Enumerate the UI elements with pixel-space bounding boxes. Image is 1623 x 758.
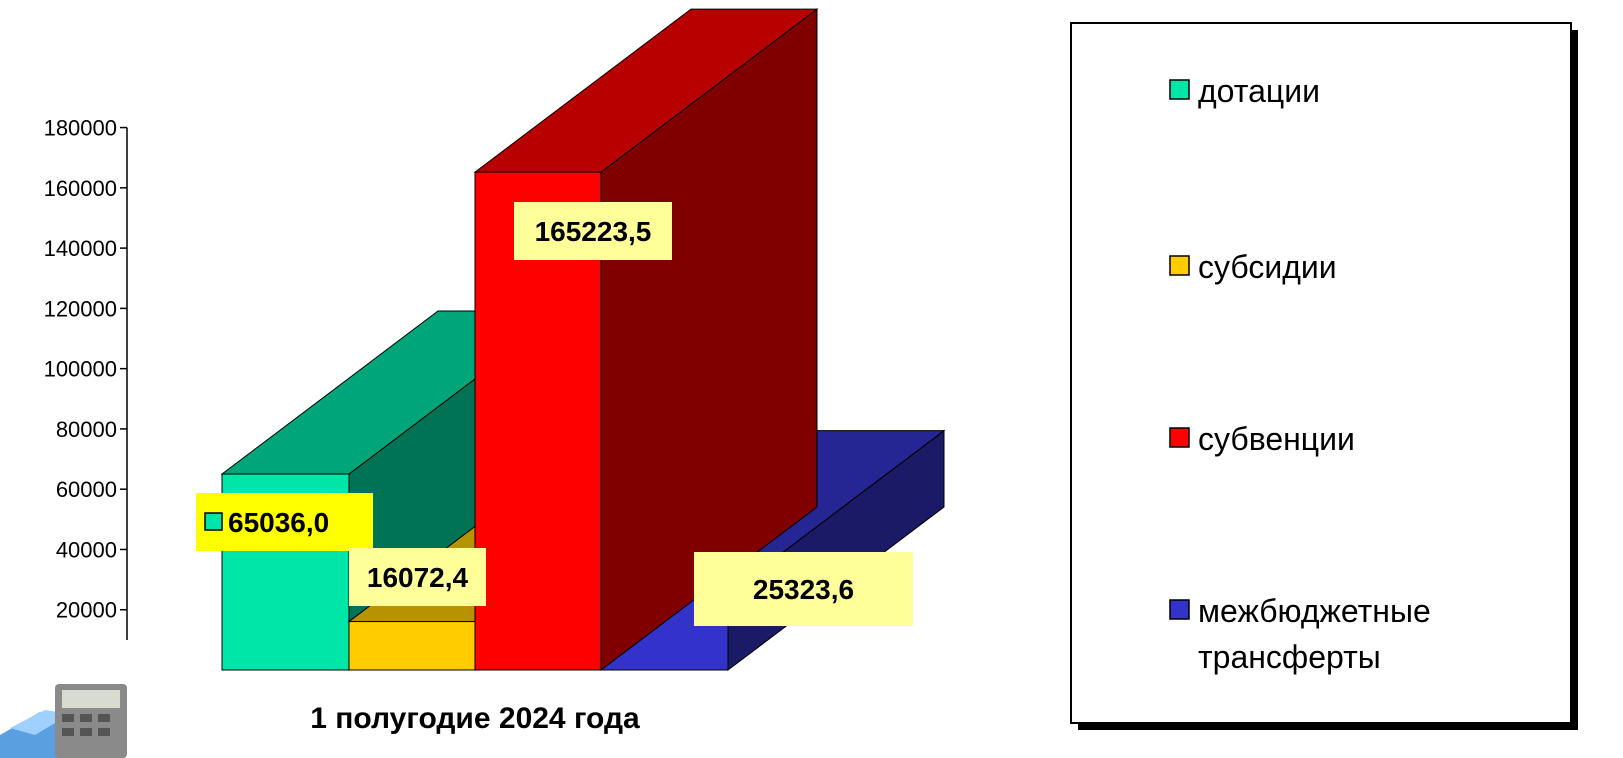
- legend-label-mezhbyudzhetnye-line1: межбюджетные: [1198, 593, 1431, 629]
- data-label-value: 65036,0: [228, 507, 329, 538]
- data-label-box: [196, 493, 373, 551]
- legend-swatch-subventsii: [1169, 427, 1190, 448]
- y-tick-label: 100000: [44, 357, 117, 382]
- legend-swatch-subsidii: [1169, 255, 1190, 276]
- data-label-box: [694, 552, 913, 626]
- legend-label-dotatsii: дотации: [1198, 73, 1320, 109]
- x-category-label: 1 полугодие 2024 года: [310, 702, 640, 735]
- legend-label-subsidii: субсидии: [1198, 249, 1337, 285]
- data-label-value: 16072,4: [367, 562, 469, 593]
- data-label-dotatsii: 65036,0: [196, 493, 373, 551]
- calculator-image: [0, 684, 127, 758]
- data-labels: 65036,0 16072,4 165223,5 25323,6: [196, 202, 913, 626]
- y-axis: 20000 40000 60000 80000 100000 120000 140000 16…: [44, 116, 128, 640]
- legend-label-mezhbyudzhetnye-line2: трансферты: [1198, 639, 1381, 675]
- y-tick-label: 160000: [44, 176, 117, 201]
- data-label-legend-key: [204, 512, 223, 531]
- bars: [220, 8, 946, 672]
- data-label-box: [514, 202, 672, 260]
- data-label-value: 165223,5: [535, 216, 652, 247]
- y-tick-label: 120000: [44, 296, 117, 321]
- data-label-box: [349, 548, 486, 606]
- bar-front-subsidii: [348, 621, 476, 671]
- data-label-value: 25323,6: [753, 574, 854, 605]
- data-label-subsidii: 16072,4: [349, 548, 486, 606]
- legend-label-subventsii: субвенции: [1198, 421, 1355, 457]
- y-tick-label: 140000: [44, 236, 117, 261]
- legend: дотации субсидии субвенции межбюджетные …: [1070, 22, 1578, 730]
- legend-swatch-mezhbyudzhetnye: [1169, 599, 1190, 620]
- y-tick-label: 180000: [44, 116, 117, 141]
- y-tick-label: 80000: [56, 417, 117, 442]
- y-tick-label: 40000: [56, 537, 117, 562]
- y-tick-label: 60000: [56, 477, 117, 502]
- data-label-mezhbyudzhetnye: 25323,6: [694, 552, 913, 626]
- data-label-subventsii: 165223,5: [514, 202, 672, 260]
- y-tick-label: 20000: [56, 598, 117, 623]
- legend-swatch-dotatsii: [1169, 79, 1190, 100]
